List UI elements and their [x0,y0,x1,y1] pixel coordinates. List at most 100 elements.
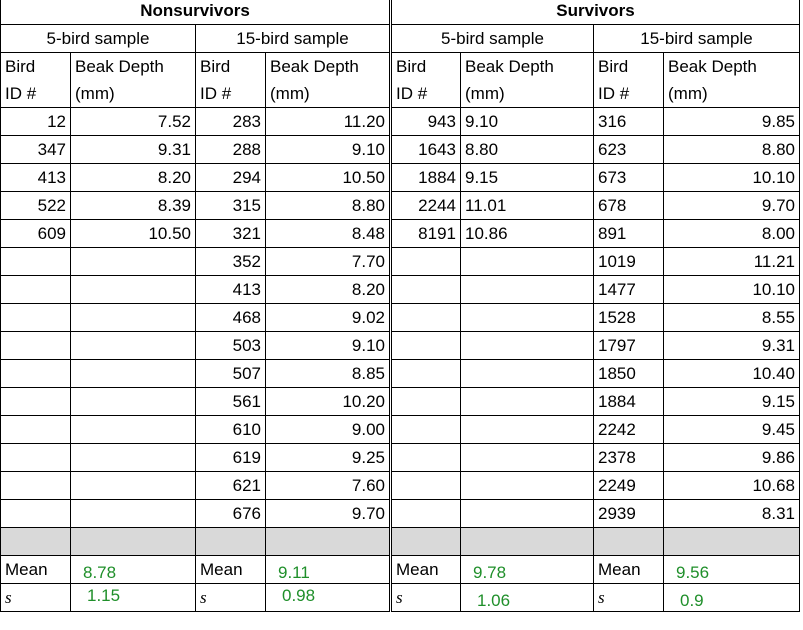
table-row: 503 9.10 1797 9.31 [0,331,800,360]
s15-sd-value: 0.9 [680,591,704,610]
s5-beak-depth-cell: 9.15 [460,163,594,192]
ns15-beak-depth-cell: 9.10 [265,135,391,164]
s5-bird-id-cell [389,387,461,416]
s15-beak-depth-cell: 9.15 [663,387,800,416]
ns15-beak-depth-cell: 9.02 [265,303,391,332]
s15-bird-id-cell: 2242 [593,415,664,444]
s15-bird-id-cell: 1019 [593,247,664,276]
s15-beak-depth-cell: 9.70 [663,191,800,220]
s5-sd-value: 1.06 [477,591,511,610]
s5-beak-depth-cell [460,499,594,528]
ns15-bird-id-cell: 619 [195,443,266,472]
blank-separator-row [0,527,800,556]
s5-bird-id-cell [389,359,461,388]
mean-label: Mean [593,555,664,584]
s5-beak-depth-cell [460,359,594,388]
s5-bird-id-cell: 2244 [389,191,461,220]
ns5-bird-id-cell [0,359,71,388]
ns15-beak-depth-cell: 9.10 [265,331,391,360]
ns15-bird-id-cell: 283 [195,107,266,136]
ns5-beak-depth-cell [70,303,196,332]
s15-bird-id-cell: 1797 [593,331,664,360]
s15-bird-id-cell: 891 [593,219,664,248]
ns5-beak-depth-cell: 8.20 [70,163,196,192]
ns5-beak-depth-cell [70,499,196,528]
ns15-bird-id-cell: 610 [195,415,266,444]
sd-label: s [593,583,664,612]
ns5-beak-depth-cell: 8.39 [70,191,196,220]
s15-bird-id-cell: 2939 [593,499,664,528]
s15-beak-depth-cell: 9.45 [663,415,800,444]
s5-bird-id-cell [389,471,461,500]
s15-bird-id-cell: 1850 [593,359,664,388]
s15-bird-id-cell: 2378 [593,443,664,472]
s5-beak-depth-cell [460,303,594,332]
s5-bird-id-cell: 943 [389,107,461,136]
s5-bird-id-cell: 1884 [389,163,461,192]
s15-beak-depth-cell: 8.00 [663,219,800,248]
s5-bird-id-cell [389,303,461,332]
ns-fifteen-sample-header: 15-bird sample [195,24,391,53]
ns15-beak-depth-cell: 7.70 [265,247,391,276]
ns5-beak-depth-cell [70,359,196,388]
ns15-beak-depth-cell: 10.50 [265,163,391,192]
ns15-beak-depth-cell: 7.60 [265,471,391,500]
ns5-bird-id-cell: 12 [0,107,71,136]
ns15-beak-depth-cell: 10.20 [265,387,391,416]
ns15-bird-id-cell: 321 [195,219,266,248]
ns5-beak-depth-cell [70,387,196,416]
ns15-bird-id-cell: 294 [195,163,266,192]
s15-beak-depth-cell: 11.21 [663,247,800,276]
sample-header-row: 5-bird sample 15-bird sample 5-bird samp… [0,24,800,53]
ns15-bird-id-cell: 507 [195,359,266,388]
ns5-bird-id-cell [0,247,71,276]
s15-mean-value: 9.56 [676,563,710,582]
survivors-header: Survivors [389,0,800,25]
ns5-bird-id-cell: 347 [0,135,71,164]
s-fifteen-sample-header: 15-bird sample [593,24,800,53]
s5-bird-id-cell [389,275,461,304]
s15-beak-depth-cell: 8.80 [663,135,800,164]
ns5-beak-depth-cell [70,443,196,472]
mean-row: Mean 8.78 Mean 9.11 Mean 9.78 Mean 9.56 [0,555,800,584]
bird-id-header: Bird ID # [389,52,461,108]
table-row: 621 7.60 2249 10.68 [0,471,800,500]
ns5-beak-depth-cell: 7.52 [70,107,196,136]
s5-beak-depth-cell [460,415,594,444]
s-five-sample-header: 5-bird sample [389,24,594,53]
s5-beak-depth-cell [460,247,594,276]
table-row: 676 9.70 2939 8.31 [0,499,800,528]
ns15-bird-id-cell: 676 [195,499,266,528]
mean-label: Mean [0,555,71,584]
s5-beak-depth-cell [460,275,594,304]
ns5-bird-id-cell [0,275,71,304]
sd-row: s 1.15 s 0.98 s 1.06 s 0.9 [0,583,800,612]
ns5-sd-value: 1.15 [87,586,121,605]
s15-beak-depth-cell: 8.55 [663,303,800,332]
ns5-bird-id-cell [0,443,71,472]
ns5-mean-value: 8.78 [83,563,117,582]
s15-bird-id-cell: 1884 [593,387,664,416]
s5-bird-id-cell [389,331,461,360]
nonsurvivors-header: Nonsurvivors [0,0,391,25]
s15-beak-depth-cell: 10.10 [663,275,800,304]
s15-bird-id-cell: 2249 [593,471,664,500]
s15-beak-depth-cell: 10.68 [663,471,800,500]
s15-beak-depth-cell: 9.86 [663,443,800,472]
ns5-beak-depth-cell [70,275,196,304]
ns5-bird-id-cell [0,471,71,500]
ns15-beak-depth-cell: 8.48 [265,219,391,248]
ns15-beak-depth-cell: 8.80 [265,191,391,220]
s15-bird-id-cell: 1528 [593,303,664,332]
ns15-bird-id-cell: 561 [195,387,266,416]
bird-id-header: Bird ID # [0,52,71,108]
group-header-row: Nonsurvivors Survivors [0,0,800,25]
beak-depth-header: Beak Depth (mm) [663,52,800,108]
ns5-beak-depth-cell [70,471,196,500]
table-row: 413 8.20 294 10.50 1884 9.15 673 10.10 [0,163,800,192]
ns5-beak-depth-cell [70,247,196,276]
s15-bird-id-cell: 673 [593,163,664,192]
s5-bird-id-cell: 1643 [389,135,461,164]
ns15-beak-depth-cell: 11.20 [265,107,391,136]
table-row: 507 8.85 1850 10.40 [0,359,800,388]
